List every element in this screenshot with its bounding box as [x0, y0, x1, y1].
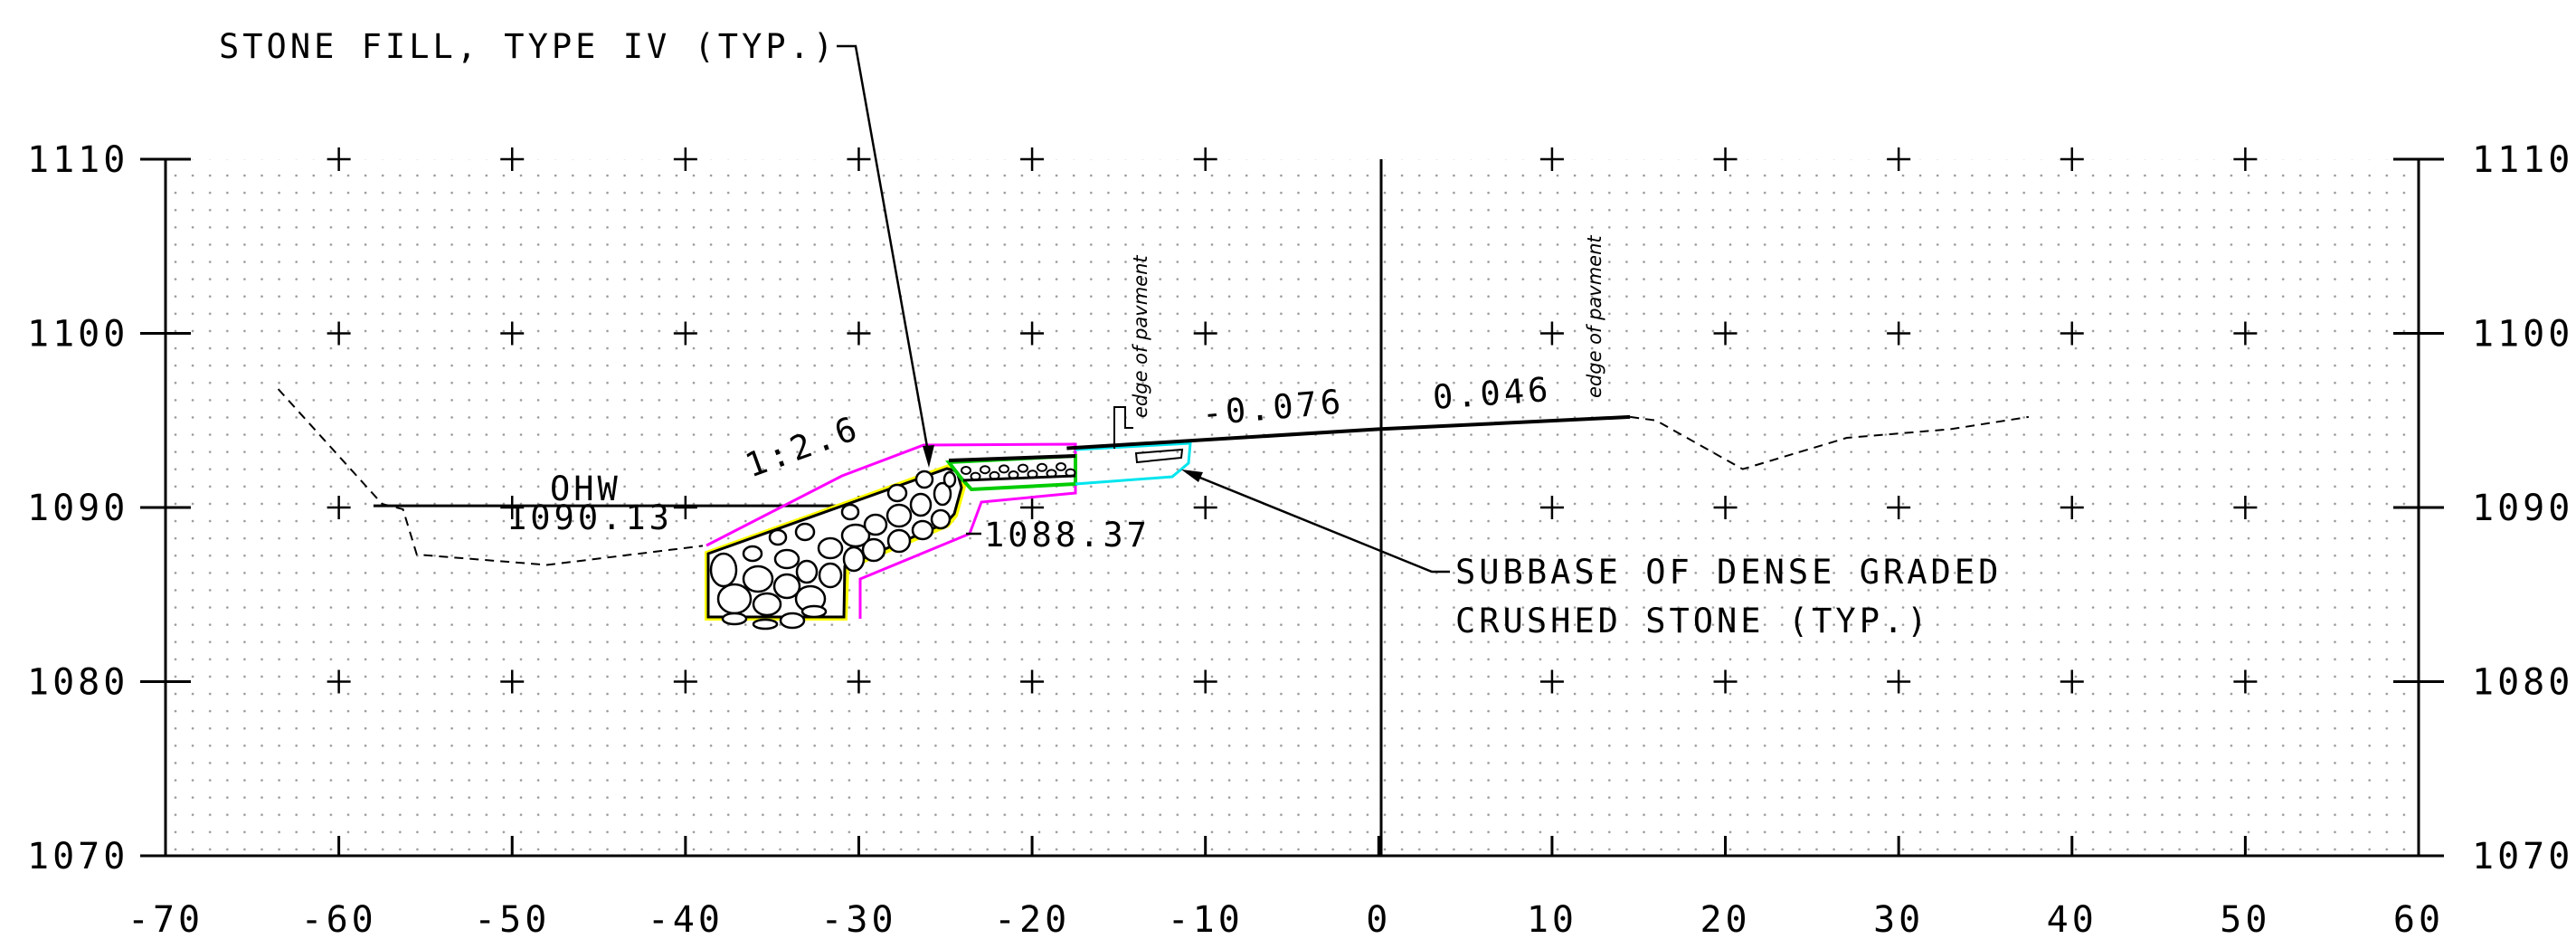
stone-fill-arrow: [923, 445, 934, 468]
x-tick-label: -20: [994, 899, 1070, 939]
x-tick-label: 50: [2220, 899, 2270, 939]
subbase-label-line1: SUBBASE OF DENSE GRADED: [1455, 553, 2002, 592]
subbase-stone: [961, 466, 971, 475]
y-tick-label-left: 1090: [27, 488, 128, 529]
riprap-stone: [768, 528, 788, 546]
x-tick-label: -40: [648, 899, 724, 939]
excavation-outline: [706, 442, 1077, 619]
y-tick-label-right: 1080: [2472, 662, 2573, 704]
subbase-stone: [1056, 462, 1066, 471]
x-tick-label: 0: [1366, 899, 1391, 939]
pavement-subbase: [1075, 441, 1192, 486]
y-tick-label-right: 1090: [2472, 488, 2573, 529]
riprap-stones: [709, 470, 957, 631]
ohw-label: OHW: [550, 470, 621, 508]
grid-crosses: [327, 147, 2258, 694]
riprap-stone: [742, 545, 763, 563]
edge-pavement-label-2: edge of pavment: [1584, 235, 1605, 398]
riprap-stone: [709, 552, 738, 588]
y-tick-label-right: 1110: [2472, 139, 2573, 181]
riprap-stone: [886, 528, 912, 554]
finished-grade-line: [1066, 414, 1631, 451]
stone-fill-leader: [837, 44, 931, 458]
existing-ground-right: [1630, 415, 2030, 470]
edge-pavement-label-1: edge of pavment: [1130, 255, 1151, 418]
y-axis-ticks: 1070 1070 1080 1080 1090 1090 1100 1100 1110 1110: [27, 139, 2573, 877]
y-tick-label-left: 1070: [27, 836, 128, 877]
riprap-stone: [863, 513, 888, 536]
existing-ground-left: [277, 388, 704, 566]
subbase-stone: [1018, 463, 1028, 473]
x-tick-label: 20: [1700, 899, 1750, 939]
subbase-bottom: [962, 474, 1076, 482]
x-tick-label: -60: [300, 899, 376, 939]
x-tick-label: 60: [2393, 899, 2444, 939]
grade-right-label: 0.046: [1432, 370, 1553, 417]
riprap-stone: [742, 564, 774, 593]
riprap-stone: [752, 618, 779, 631]
ohw-elev-label: 1090.13: [507, 498, 673, 537]
riprap-stone: [800, 604, 828, 619]
riprap-stone: [886, 503, 913, 528]
subbase-stone: [1037, 462, 1047, 472]
y-tick-label-left: 1100: [27, 314, 128, 356]
subbase-stone: [980, 465, 990, 475]
pavement-block: [1134, 448, 1184, 464]
subbase-stone: [999, 464, 1009, 474]
riprap-stone: [840, 503, 860, 521]
riprap-stone: [942, 470, 957, 488]
x-tick-label: -30: [820, 899, 896, 939]
stone-fill: [705, 463, 967, 631]
guardrail-post: [1113, 406, 1133, 449]
subbase-leader: [1186, 470, 1450, 574]
x-tick-label: -10: [1168, 899, 1244, 939]
x-tick-label: 10: [1527, 899, 1577, 939]
riprap-stone: [818, 562, 843, 589]
riprap-stone: [794, 522, 816, 542]
x-tick-label: 30: [1873, 899, 1924, 939]
riprap-stone: [842, 545, 866, 573]
riprap-stone: [911, 519, 934, 541]
toe-elev-label: 1088.37: [984, 516, 1151, 555]
x-tick-label: 40: [2047, 899, 2098, 939]
y-tick-label-left: 1080: [27, 662, 128, 704]
y-tick-label-left: 1110: [27, 139, 128, 181]
grid-dots: [166, 159, 2419, 856]
y-tick-label-right: 1100: [2472, 314, 2573, 356]
riprap-stone: [795, 559, 819, 584]
riprap-stone: [861, 537, 886, 563]
riprap-stone: [779, 612, 806, 630]
x-tick-label: -50: [474, 899, 550, 939]
riprap-stone: [721, 612, 748, 626]
x-axis-ticks: -70 -60 -50 -40 -30 -20 -10 0 10 20 30 40 50 60: [128, 836, 2444, 939]
subbase-top: [948, 454, 1076, 462]
subbase-arrow: [1181, 470, 1203, 482]
riprap-stone: [817, 536, 844, 560]
riprap-stone: [914, 470, 934, 489]
riprap-stone: [752, 592, 782, 617]
riprap-stone: [772, 573, 801, 600]
riprap-stone: [773, 548, 800, 570]
riprap-stone: [933, 481, 952, 507]
x-tick-label: -70: [128, 899, 204, 939]
riprap-stone: [716, 583, 753, 615]
stone-fill-label: STONE FILL, TYPE IV (TYP.): [219, 27, 837, 66]
riprap-stone: [930, 508, 952, 530]
subbase-label-line2: CRUSHED STONE (TYP.): [1455, 602, 1931, 640]
y-tick-label-right: 1070: [2472, 836, 2573, 877]
riprap-stone: [886, 483, 908, 503]
riprap-stone: [909, 492, 933, 517]
